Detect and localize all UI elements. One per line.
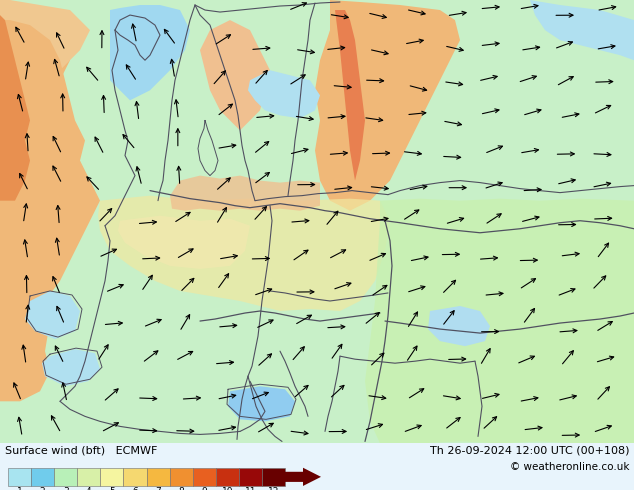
Text: 11: 11 <box>245 488 256 490</box>
Polygon shape <box>118 216 250 269</box>
Polygon shape <box>0 0 70 181</box>
Polygon shape <box>530 0 634 60</box>
Bar <box>193 468 216 486</box>
Text: 1: 1 <box>16 488 22 490</box>
Polygon shape <box>0 0 90 100</box>
Text: 2: 2 <box>40 488 46 490</box>
Bar <box>8 468 31 486</box>
Polygon shape <box>428 306 490 346</box>
Text: 12: 12 <box>268 488 279 490</box>
Polygon shape <box>170 175 320 211</box>
Polygon shape <box>110 5 190 100</box>
Bar <box>239 468 262 486</box>
FancyArrow shape <box>285 468 321 486</box>
Bar <box>216 468 239 486</box>
Text: 7: 7 <box>155 488 161 490</box>
Bar <box>31 468 54 486</box>
Polygon shape <box>0 20 100 401</box>
Text: Surface wind (bft)   ECMWF: Surface wind (bft) ECMWF <box>5 445 157 456</box>
Polygon shape <box>365 198 634 443</box>
Bar <box>100 468 124 486</box>
Polygon shape <box>248 70 320 119</box>
Bar <box>124 468 146 486</box>
Text: 10: 10 <box>221 488 233 490</box>
Text: 6: 6 <box>132 488 138 490</box>
Text: Th 26-09-2024 12:00 UTC (00+108): Th 26-09-2024 12:00 UTC (00+108) <box>429 445 629 456</box>
Text: 9: 9 <box>202 488 207 490</box>
Polygon shape <box>0 0 634 443</box>
Polygon shape <box>98 196 390 311</box>
Polygon shape <box>335 10 365 181</box>
Polygon shape <box>0 0 30 201</box>
Polygon shape <box>42 349 100 386</box>
Text: 3: 3 <box>63 488 68 490</box>
Bar <box>169 468 193 486</box>
Bar <box>54 468 77 486</box>
Polygon shape <box>228 386 295 421</box>
Polygon shape <box>25 291 80 339</box>
Polygon shape <box>315 0 460 211</box>
Text: 4: 4 <box>86 488 91 490</box>
Bar <box>77 468 100 486</box>
Text: 5: 5 <box>109 488 115 490</box>
Text: © weatheronline.co.uk: © weatheronline.co.uk <box>510 462 629 472</box>
Text: 8: 8 <box>178 488 184 490</box>
Polygon shape <box>200 20 270 130</box>
Bar <box>146 468 169 486</box>
Bar <box>262 468 285 486</box>
